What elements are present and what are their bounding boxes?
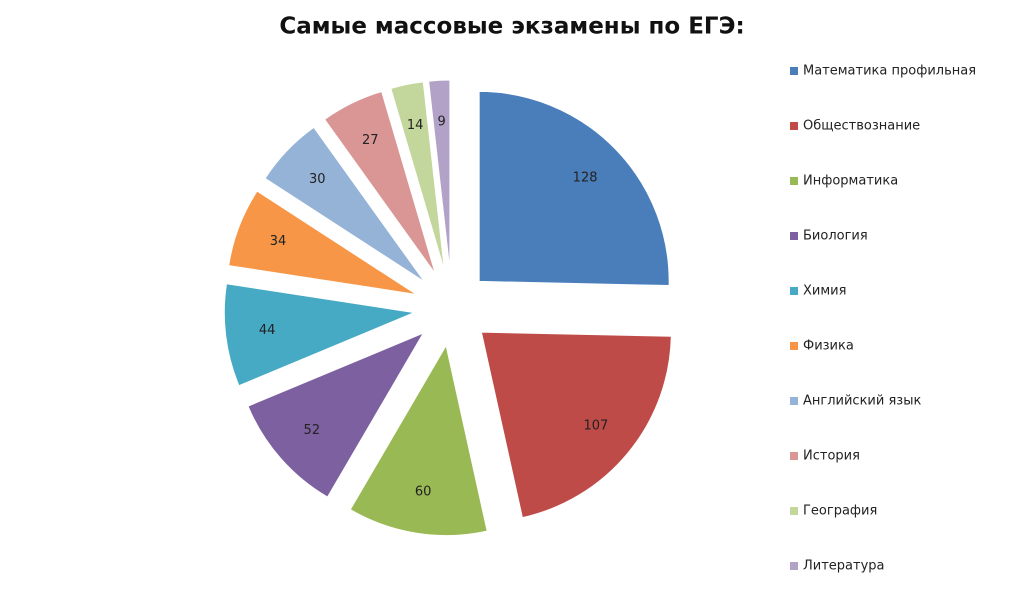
pie-slice [323,90,436,275]
data-label: 27 [362,133,379,148]
pie-slice [390,81,445,271]
data-label: 34 [270,234,287,249]
legend-label: Математика профильная [803,64,976,79]
legend-swatch [790,122,798,130]
legend-swatch [790,342,798,350]
pie-slice [264,126,425,283]
chart-title: Самые массовые экзамены по ЕГЭ: [279,14,744,40]
legend-label: Литература [803,559,885,574]
legend-swatch [790,452,798,460]
legend-label: Физика [803,339,854,354]
data-label: 52 [304,423,321,438]
legend-swatch [790,562,798,570]
legend-label: Информатика [803,174,898,189]
legend-label: География [803,504,877,519]
data-label: 30 [309,172,326,187]
legend-label: Биология [803,229,868,244]
legend-swatch [790,232,798,240]
pie-slice [478,90,670,287]
pie-slice [480,331,672,519]
legend-label: Химия [803,284,846,299]
legend-swatch [790,177,798,185]
legend-swatch [790,397,798,405]
data-label: 14 [407,118,424,133]
data-label: 9 [437,115,445,130]
legend-label: История [803,449,860,464]
legend-swatch [790,67,798,75]
data-label: 128 [573,170,598,185]
pie-slice [228,190,417,295]
legend-swatch [790,287,798,295]
data-label: 107 [583,419,608,434]
data-label: 60 [415,484,432,499]
pie-slice [428,79,451,271]
legend-label: Обществознание [803,119,920,134]
legend-label: Английский язык [803,394,921,409]
data-label: 44 [259,323,276,338]
pie-slice [349,344,488,537]
pie-slice [247,331,425,498]
pie-slice [223,283,417,387]
legend-swatch [790,507,798,515]
